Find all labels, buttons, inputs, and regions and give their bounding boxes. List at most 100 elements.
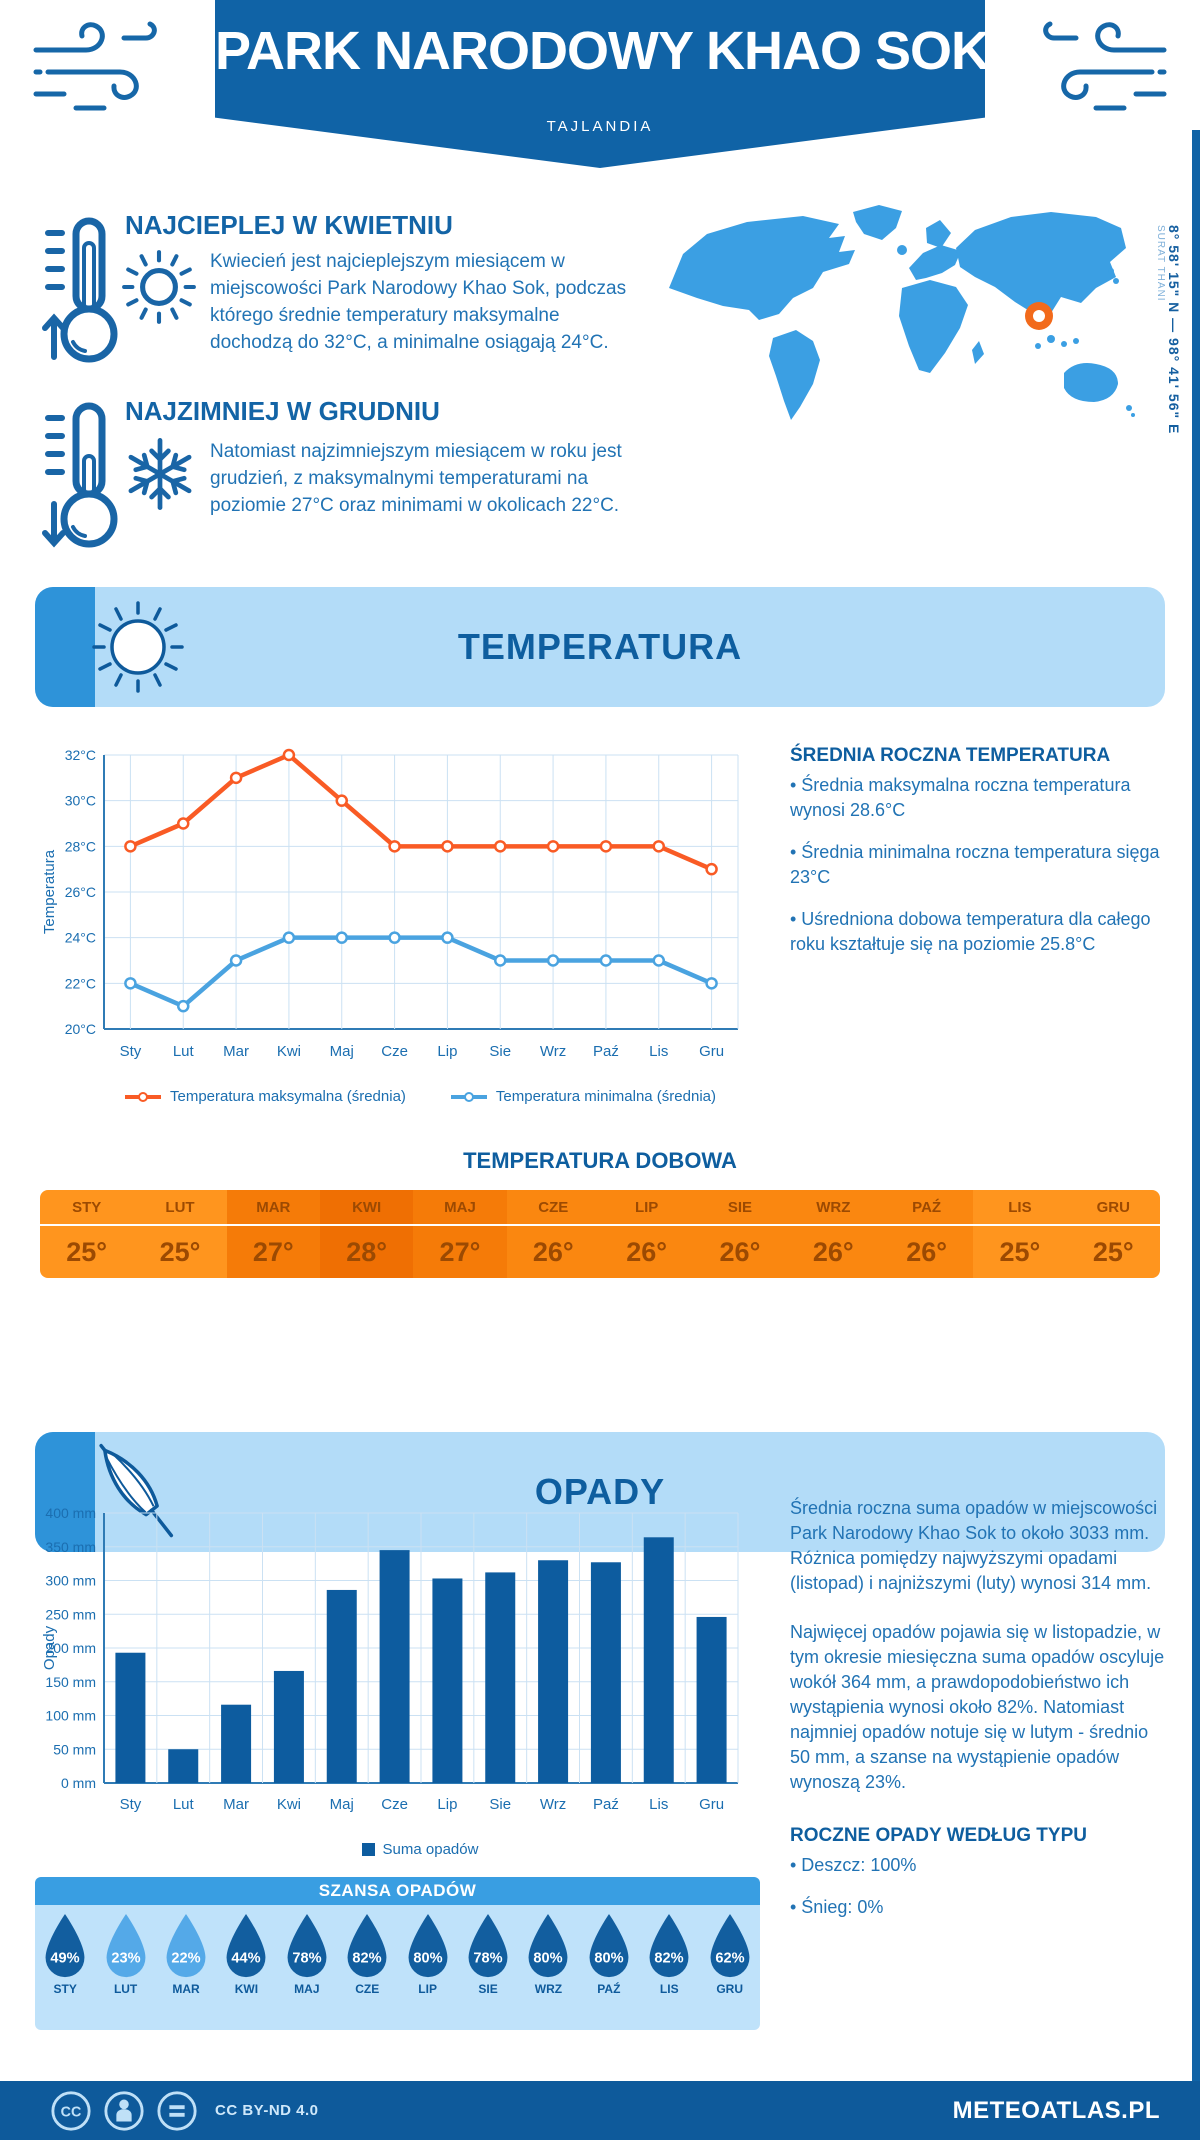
svg-text:80%: 80%: [413, 1951, 442, 1967]
svg-text:26°C: 26°C: [65, 884, 96, 900]
coordinates-block: 8° 58' 15" N — 98° 41' 56" E SURAT THANI: [1154, 225, 1182, 525]
bar: [273, 1670, 304, 1783]
daily-table-value: 26°: [599, 1226, 694, 1278]
legend-label: Temperatura minimalna (średnia): [495, 1088, 716, 1105]
daily-temperature-table: STY 25° LUT 25° MAR 27° KWI 28° MAJ 27° CZE 26° LIP 2…: [40, 1190, 1160, 1278]
data-point: [335, 931, 348, 944]
data-point: [388, 840, 401, 853]
chance-drop-month: MAR: [172, 1982, 200, 1996]
daily-table-month: MAJ: [413, 1190, 507, 1226]
highlight-cold-title: NAJZIMNIEJ W GRUDNIU: [125, 396, 440, 426]
svg-text:Maj: Maj: [330, 1796, 354, 1813]
daily-table-column: LUT 25°: [133, 1190, 227, 1278]
svg-text:82%: 82%: [655, 1951, 684, 1967]
chance-drop: 78% MAJ: [279, 1912, 335, 1996]
precipitation-legend-swatch: [361, 1843, 375, 1856]
chance-drop: 23% LUT: [98, 1912, 154, 1996]
cc-icon: CC: [51, 2090, 91, 2131]
legend-item: Temperatura maksymalna (średnia): [124, 1088, 406, 1105]
temperature-banner: TEMPERATURA: [35, 587, 1165, 707]
svg-text:Opady: Opady: [41, 1625, 58, 1670]
precipitation-chance-drops: 49% STY 23% LUT 22% MAR 44% KWI 78% MAJ 82% CZE 80% L…: [35, 1905, 760, 2030]
line-series: [129, 752, 713, 872]
svg-text:200 mm: 200 mm: [45, 1640, 96, 1656]
svg-text:49%: 49%: [51, 1951, 80, 1967]
world-map: [669, 205, 1135, 420]
daily-table-column: LIS 25°: [973, 1190, 1067, 1278]
data-point: [124, 840, 137, 853]
page-subtitle: TAJLANDIA: [546, 118, 654, 135]
raindrop-icon: 49%: [45, 1913, 85, 1978]
daily-table-column: STY 25°: [40, 1190, 134, 1278]
svg-text:28°C: 28°C: [65, 838, 96, 854]
daily-table-value: 26°: [879, 1226, 974, 1278]
cc-nd-equals-icon: [157, 2090, 197, 2131]
daily-table-column: GRU 25°: [1066, 1190, 1160, 1278]
chance-drop-month: MAJ: [294, 1982, 320, 1996]
precipitation-type-title: ROCZNE OPADY WEDŁUG TYPU: [790, 1825, 1087, 1846]
daily-table-value: 26°: [506, 1226, 600, 1278]
data-point: [441, 931, 454, 944]
chance-drop-month: SIE: [478, 1982, 498, 1996]
svg-text:Maj: Maj: [330, 1043, 354, 1060]
precipitation-type-bullet: • Deszcz: 100%: [790, 1855, 917, 1875]
daily-table-value: 26°: [786, 1226, 880, 1278]
raindrop-icon: 80%: [589, 1913, 629, 1978]
daily-table-value: 27°: [413, 1226, 507, 1278]
line-series: [129, 935, 713, 1009]
legend-marker-icon: [450, 1091, 487, 1102]
raindrop-icon: 80%: [408, 1913, 448, 1978]
raindrop-icon: 78%: [287, 1913, 327, 1978]
svg-text:CC: CC: [61, 2104, 82, 2120]
data-point: [229, 771, 243, 785]
daily-table-value: 26°: [693, 1226, 787, 1278]
data-point: [494, 840, 507, 853]
precipitation-banner-title: OPADY: [534, 1471, 666, 1512]
daily-table-value: 25°: [1066, 1226, 1160, 1278]
raindrop-icon: 80%: [529, 1913, 568, 1978]
header-banner: PARK NARODOWY KHAO SOK TAJLANDIA: [215, 0, 985, 168]
banner-accent: [35, 1432, 95, 1552]
data-point: [599, 954, 613, 967]
precipitation-type-bullets: • Deszcz: 100% • Śnieg: 0%: [790, 1853, 1168, 1920]
chance-drop-month: LIP: [418, 1982, 437, 1996]
raindrop-icon: 23%: [106, 1913, 146, 1978]
precipitation-legend: Suma opadów: [60, 1841, 780, 1858]
svg-text:20°C: 20°C: [65, 1021, 96, 1037]
svg-text:Temperatura: Temperatura: [41, 849, 58, 934]
summary-bullet: • Średnia minimalna roczna temperatura s…: [790, 842, 1160, 887]
bar: [221, 1704, 252, 1783]
chance-drop-month: KWI: [234, 1982, 259, 1996]
chance-drop-month: STY: [53, 1982, 77, 1996]
daily-table-column: WRZ 26°: [786, 1190, 880, 1278]
bar: [168, 1749, 199, 1783]
daily-table-month: CZE: [506, 1190, 600, 1226]
data-point: [335, 794, 348, 807]
svg-text:23%: 23%: [111, 1951, 140, 1967]
raindrop-icon: 22%: [166, 1913, 206, 1978]
chance-drop: 22% MAR: [158, 1912, 214, 1996]
snowflake-icon: [128, 438, 192, 510]
daily-table-month: LIP: [599, 1190, 694, 1226]
data-point: [441, 840, 454, 853]
svg-text:150 mm: 150 mm: [45, 1674, 96, 1690]
daily-table-value: 25°: [133, 1226, 227, 1278]
daily-table-column: CZE 26°: [506, 1190, 600, 1278]
daily-table-column: LIP 26°: [599, 1190, 694, 1278]
region-text: SURAT THANI: [1154, 225, 1166, 302]
legend-marker-icon: [124, 1091, 161, 1102]
svg-text:Sie: Sie: [489, 1043, 511, 1060]
highlight-warm-text: Kwiecień jest najcieplejszym miesiącem w…: [210, 251, 627, 353]
chance-drop: 82% CZE: [339, 1912, 395, 1996]
daily-table-column: KWI 28°: [319, 1190, 414, 1278]
sun-banner-icon: [92, 601, 184, 693]
svg-text:Lip: Lip: [437, 1796, 457, 1813]
banner-accent: [35, 587, 95, 707]
svg-text:Sie: Sie: [489, 1796, 511, 1813]
bar: [326, 1589, 357, 1783]
daily-table-month: LIS: [973, 1190, 1067, 1226]
daily-table-month: SIE: [693, 1190, 787, 1226]
precipitation-paragraph: Najwięcej opadów pojawia się w listopadz…: [790, 1622, 1165, 1792]
precipitation-paragraphs: Średnia roczna suma opadów w miejscowośc…: [790, 1496, 1168, 1795]
